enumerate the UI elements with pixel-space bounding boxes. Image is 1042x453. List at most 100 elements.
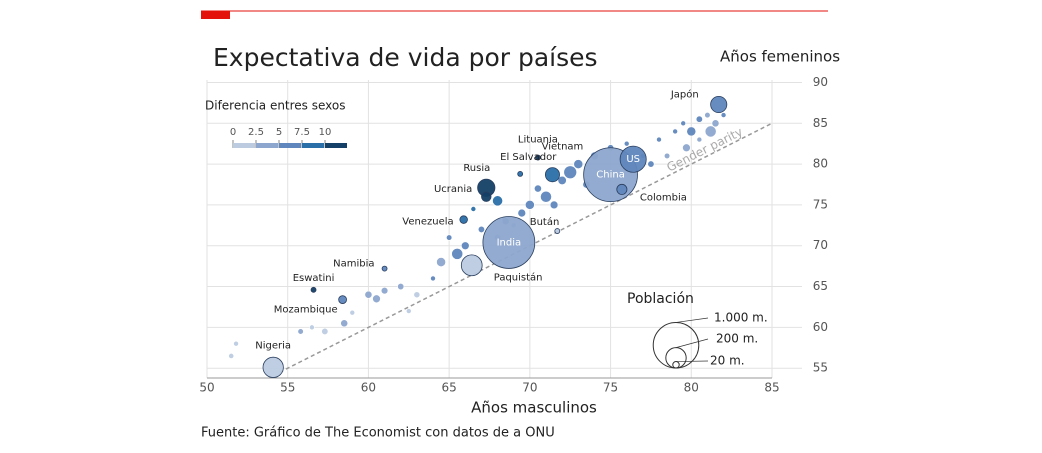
x-tick-label: 85 <box>764 381 779 395</box>
y-tick-label: 70 <box>813 238 828 252</box>
point-label: Rusia <box>463 163 490 174</box>
point-label: Vietnam <box>542 142 584 153</box>
point-label: Ucrania <box>434 184 472 195</box>
legend-tick-label: 10 <box>319 127 332 138</box>
bubble <box>680 120 687 127</box>
leader <box>675 338 709 348</box>
bubble <box>686 126 697 137</box>
point-label: Japón <box>670 88 699 100</box>
bubble <box>477 225 485 233</box>
legend-swatch <box>256 143 278 148</box>
point-label: Eswatini <box>293 273 335 284</box>
legend-tick-label: 5 <box>276 127 282 138</box>
bubble <box>704 125 717 138</box>
bubble <box>470 206 477 212</box>
bubble <box>451 248 464 260</box>
y-tick-label: 65 <box>813 279 828 293</box>
bubble <box>663 152 671 160</box>
bubble <box>262 356 284 378</box>
chart-title: Expectativa de vida por países <box>213 43 598 72</box>
bubble <box>623 140 630 147</box>
legend-swatch <box>233 143 255 148</box>
point-label: India <box>497 237 522 248</box>
legend-title: Población <box>627 291 694 307</box>
legend-swatch <box>325 143 347 148</box>
point-label: Paquistán <box>494 271 543 283</box>
legend-swatch <box>302 143 324 148</box>
leader <box>675 360 709 362</box>
leader <box>675 317 709 323</box>
bubble <box>309 324 315 331</box>
bubble <box>710 95 728 114</box>
bubble <box>704 112 711 119</box>
bubble <box>695 115 703 123</box>
y-axis-title: Años femeninos <box>720 48 840 66</box>
x-axis-title: Años masculinos <box>471 399 597 417</box>
bubble <box>380 286 389 295</box>
bubble <box>682 143 691 153</box>
source: Fuente: Gráfico de The Economist con dat… <box>201 426 555 441</box>
bubble <box>619 145 647 173</box>
legend-size-circle <box>672 361 680 369</box>
y-tick-label: 60 <box>813 320 828 334</box>
point-label: Lituania <box>518 135 558 146</box>
bubble <box>338 295 347 304</box>
bubble <box>711 119 720 128</box>
y-tick-label: 80 <box>813 157 828 171</box>
bubble <box>554 228 561 234</box>
bubble <box>340 319 349 328</box>
bubble <box>517 208 527 218</box>
legend-size-label: 1.000 m. <box>714 311 768 325</box>
bubble <box>233 340 239 347</box>
bubble <box>720 112 727 118</box>
brand-bar <box>201 11 230 19</box>
legend-tick-label: 2.5 <box>248 127 264 138</box>
bubble <box>459 215 468 224</box>
bubble <box>364 290 373 299</box>
bubble <box>563 165 577 179</box>
bubble <box>696 136 703 143</box>
point-label: Nigeria <box>255 340 291 351</box>
y-tick-label: 55 <box>813 361 828 375</box>
x-tick-label: 80 <box>684 381 699 395</box>
bubble <box>647 160 655 168</box>
legend-size-circle <box>665 347 687 369</box>
point-label: Bután <box>530 216 560 228</box>
point-label: El Salvador <box>500 152 557 163</box>
bubble <box>492 195 503 207</box>
bubble <box>540 190 552 203</box>
legend-swatch <box>279 143 301 148</box>
bubble <box>534 184 542 193</box>
bubble <box>482 216 536 269</box>
bubble <box>413 291 421 299</box>
bubble <box>405 308 412 314</box>
y-tick-label: 85 <box>813 116 828 130</box>
point-label: China <box>596 170 625 181</box>
bubble <box>517 170 524 177</box>
bubble <box>544 167 560 183</box>
bubble <box>573 159 584 169</box>
legend-size-label: 20 m. <box>710 354 745 368</box>
bubble <box>557 175 567 185</box>
bubble <box>616 183 628 195</box>
x-tick-label: 65 <box>442 381 457 395</box>
bubble <box>461 241 470 250</box>
point-label: Namibia <box>333 259 374 270</box>
bubble <box>430 275 436 282</box>
x-tick-label: 55 <box>280 381 295 395</box>
bubble <box>436 257 446 267</box>
point-label: Colombia <box>640 192 687 203</box>
legend-size-label: 200 m. <box>716 332 758 346</box>
bubble <box>446 234 453 241</box>
bubble <box>525 200 535 210</box>
bubble <box>535 154 541 161</box>
legend-tick-label: 0 <box>230 127 236 138</box>
legend-tick-label: 7.5 <box>294 127 310 138</box>
bubble <box>310 286 317 293</box>
bubble <box>321 327 329 335</box>
y-tick-label: 90 <box>813 75 828 89</box>
bubble <box>297 328 304 335</box>
bubble <box>656 136 662 143</box>
point-label: Mozambique <box>274 305 338 316</box>
